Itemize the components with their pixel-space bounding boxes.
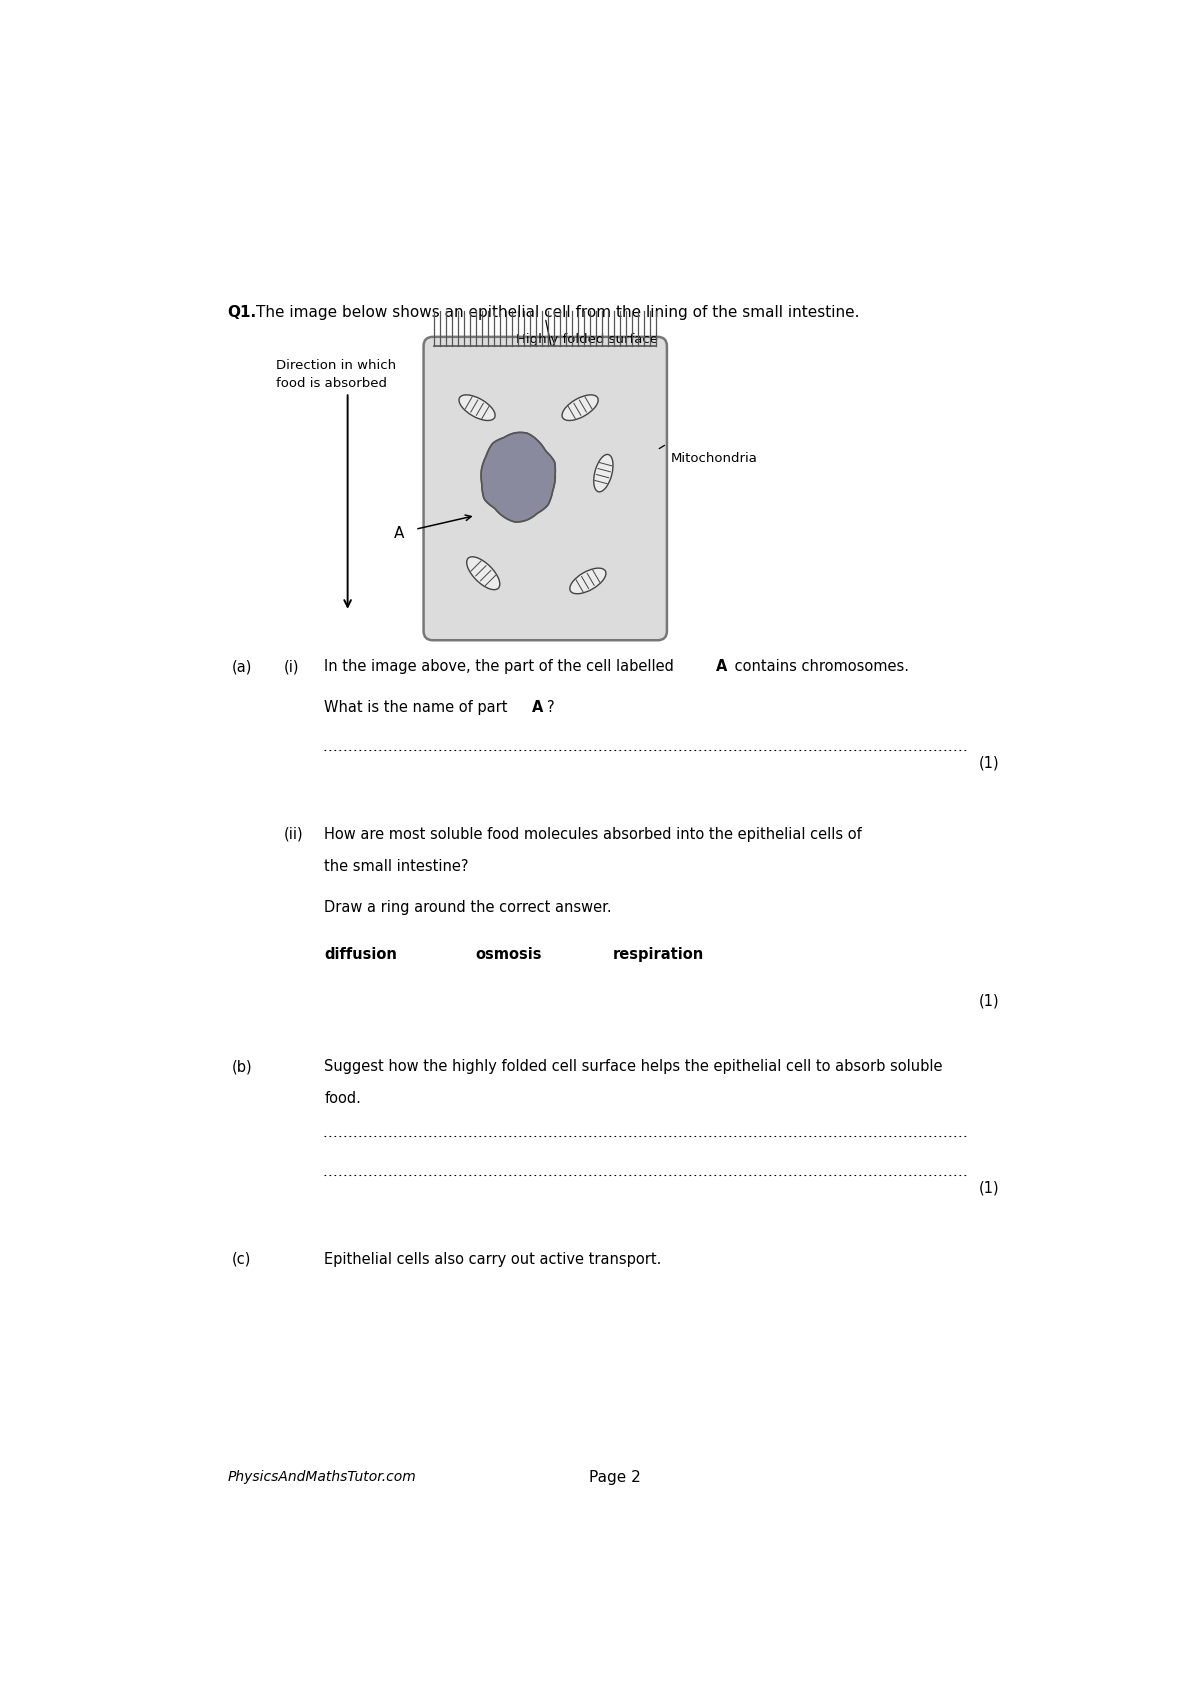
Text: the small intestine?: the small intestine? [324,859,469,874]
Ellipse shape [562,395,598,421]
Text: osmosis: osmosis [475,947,542,962]
Text: (a): (a) [232,660,252,674]
Text: Draw a ring around the correct answer.: Draw a ring around the correct answer. [324,899,612,915]
Ellipse shape [594,455,613,492]
Text: (1): (1) [979,994,1000,1008]
Ellipse shape [467,557,500,589]
Text: respiration: respiration [613,947,704,962]
Text: Page 2: Page 2 [589,1470,641,1485]
Text: PhysicsAndMathsTutor.com: PhysicsAndMathsTutor.com [228,1470,416,1485]
Text: In the image above, the part of the cell labelled: In the image above, the part of the cell… [324,660,679,674]
Text: (c): (c) [232,1252,251,1266]
Text: The image below shows an epithelial cell from the lining of the small intestine.: The image below shows an epithelial cell… [256,305,859,321]
Polygon shape [481,433,556,523]
Text: Epithelial cells also carry out active transport.: Epithelial cells also carry out active t… [324,1252,661,1266]
Text: A: A [715,660,727,674]
Ellipse shape [570,568,606,594]
Text: A: A [532,699,544,714]
Ellipse shape [458,395,496,421]
Text: contains chromosomes.: contains chromosomes. [731,660,910,674]
Text: How are most soluble food molecules absorbed into the epithelial cells of: How are most soluble food molecules abso… [324,826,862,842]
Text: (i): (i) [283,660,299,674]
FancyBboxPatch shape [424,336,667,640]
Text: (1): (1) [979,1181,1000,1196]
Text: What is the name of part: What is the name of part [324,699,512,714]
Text: A: A [394,526,404,541]
Text: Mitochondria: Mitochondria [671,451,757,465]
Text: diffusion: diffusion [324,947,397,962]
Text: (b): (b) [232,1059,252,1074]
Text: Q1.: Q1. [228,305,257,321]
Text: Suggest how the highly folded cell surface helps the epithelial cell to absorb s: Suggest how the highly folded cell surfa… [324,1059,943,1074]
Text: (ii): (ii) [283,826,302,842]
Text: Direction in which
food is absorbed: Direction in which food is absorbed [276,360,396,390]
Text: food.: food. [324,1091,361,1106]
Text: (1): (1) [979,755,1000,770]
Text: Highly folded surface: Highly folded surface [516,333,658,346]
Text: ?: ? [547,699,554,714]
